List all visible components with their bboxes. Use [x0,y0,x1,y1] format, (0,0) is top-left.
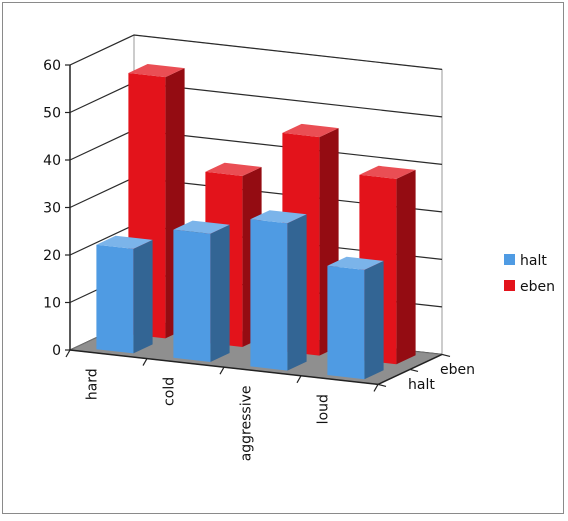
legend-swatch-eben [504,280,515,291]
x-tick-mark [219,366,225,375]
bar-halt-loud [327,265,365,380]
y-tick-label: 20 [43,248,61,264]
bar-eben-loud-top [359,165,416,179]
x-tick-mark [142,358,148,366]
bar-halt-loud-top [327,256,384,270]
bar-halt-hard-top [96,235,153,249]
x-tick-mark [296,375,302,384]
bar-halt-cold-top [173,220,230,234]
y-tick-label: 40 [43,153,61,169]
depth-label: eben [440,362,475,378]
legend-label-halt: halt [520,253,547,269]
x-category-label: hard [85,368,101,400]
bar-eben-loud-side [396,169,416,365]
x-category-label: aggressive [239,386,255,462]
bar-halt-aggressive-top [250,210,307,224]
legend-label-eben: eben [520,279,555,295]
bar-halt-aggressive [250,219,288,371]
bar-halt-cold [173,229,211,362]
y-tick-label: 0 [52,343,61,359]
y-tick-label: 60 [43,58,61,74]
legend-swatch-halt [504,254,515,265]
y-tick-label: 50 [43,106,61,122]
y-tick-label: 10 [43,296,61,312]
depth-tick-mark [377,383,387,387]
depth-tick-mark [409,368,419,372]
bar-eben-hard-top [128,64,185,78]
bar-eben-cold-top [205,162,262,176]
bar-halt-loud-side [364,260,384,380]
x-tick-mark [65,349,71,358]
bar-halt-hard-side [133,239,153,354]
bar-halt-hard [96,244,134,354]
depth-label: halt [408,377,435,393]
bar-eben-aggressive-top [282,123,339,138]
y-tick-label: 30 [43,201,61,217]
bar-halt-aggressive-side [287,214,307,371]
gridline [69,34,443,70]
x-category-label: cold [162,377,178,406]
x-category-label: loud [316,394,332,424]
chart-frame: 0 10 20 30 40 50 60 hard cold aggressive loud eben h… [2,2,564,514]
depth-tick-mark [441,353,451,357]
x-tick-mark [373,384,379,392]
bar-halt-cold-side [210,224,230,362]
